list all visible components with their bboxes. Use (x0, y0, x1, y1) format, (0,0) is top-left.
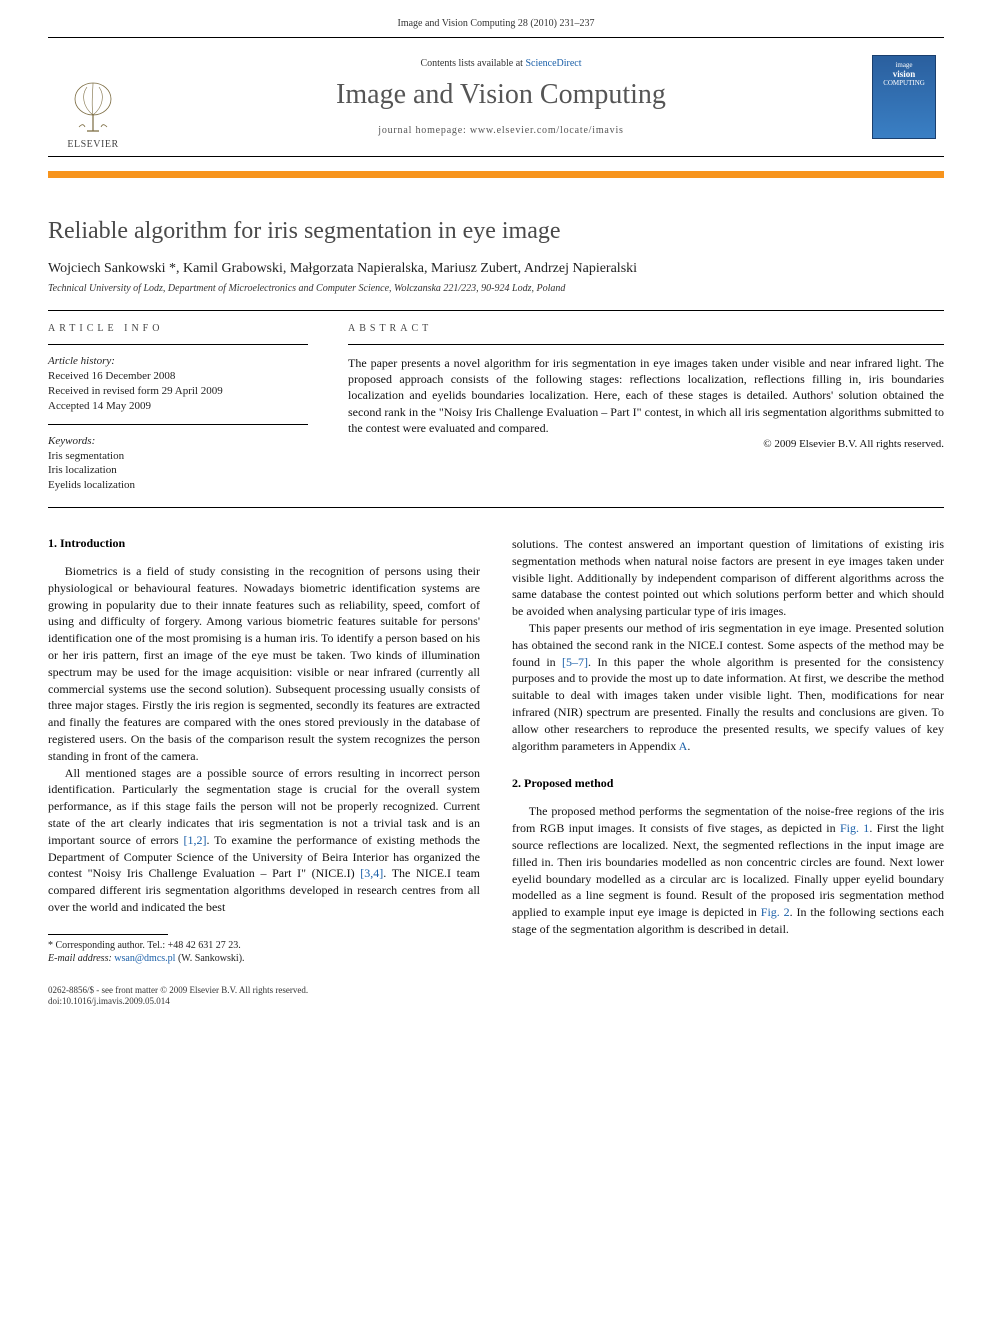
elsevier-tree-icon (63, 77, 123, 137)
homepage-url: www.elsevier.com/locate/imavis (470, 125, 624, 136)
paragraph: This paper presents our method of iris s… (512, 620, 944, 754)
abstract-heading: ABSTRACT (348, 323, 944, 334)
footnote-email: E-mail address: wsan@dmcs.pl (W. Sankows… (48, 952, 480, 965)
cover-block: image vision COMPUTING (864, 38, 944, 156)
affiliation: Technical University of Lodz, Department… (48, 283, 944, 294)
info-divider (48, 344, 308, 345)
ref-link[interactable]: [5–7] (562, 655, 588, 669)
info-heading: ARTICLE INFO (48, 323, 308, 334)
running-header: Image and Vision Computing 28 (2010) 231… (0, 0, 992, 37)
contents-line: Contents lists available at ScienceDirec… (420, 58, 581, 69)
abstract-text: The paper presents a novel algorithm for… (348, 355, 944, 436)
abstract-col: ABSTRACT The paper presents a novel algo… (348, 323, 944, 493)
ref-link[interactable]: [1,2] (183, 833, 206, 847)
publisher-label: ELSEVIER (67, 139, 118, 150)
paragraph: All mentioned stages are a possible sour… (48, 765, 480, 916)
divider (48, 310, 944, 311)
abstract-copyright: © 2009 Elsevier B.V. All rights reserved… (348, 438, 944, 450)
info-divider (48, 424, 308, 425)
left-column: 1. Introduction Biometrics is a field of… (48, 536, 480, 965)
paragraph: The proposed method performs the segment… (512, 803, 944, 937)
section-heading: 2. Proposed method (512, 776, 944, 791)
keywords-label: Keywords: (48, 435, 308, 447)
full-divider (48, 507, 944, 508)
sciencedirect-link[interactable]: ScienceDirect (525, 58, 581, 69)
body-columns: 1. Introduction Biometrics is a field of… (48, 536, 944, 965)
front-matter-line: 0262-8856/$ - see front matter © 2009 El… (48, 985, 944, 997)
accent-bar (48, 171, 944, 178)
keyword: Iris segmentation (48, 449, 308, 464)
paragraph: Biometrics is a field of study consistin… (48, 563, 480, 765)
footnote-corr: * Corresponding author. Tel.: +48 42 631… (48, 939, 480, 952)
ref-link[interactable]: [3,4] (360, 866, 383, 880)
fig-link[interactable]: Fig. 2 (761, 905, 790, 919)
keyword: Iris localization (48, 463, 308, 478)
section-heading: 1. Introduction (48, 536, 480, 551)
history-received: Received 16 December 2008 (48, 369, 308, 384)
fig-link[interactable]: Fig. 1 (840, 821, 869, 835)
right-column: solutions. The contest answered an impor… (512, 536, 944, 965)
doi-line: doi:10.1016/j.imavis.2009.05.014 (48, 996, 944, 1008)
abstract-divider (348, 344, 944, 345)
history-accepted: Accepted 14 May 2009 (48, 399, 308, 414)
article-title: Reliable algorithm for iris segmentation… (48, 218, 944, 245)
footnote-rule (48, 934, 168, 935)
homepage-line: journal homepage: www.elsevier.com/locat… (378, 125, 623, 136)
paragraph: solutions. The contest answered an impor… (512, 536, 944, 620)
journal-banner: ELSEVIER Contents lists available at Sci… (48, 37, 944, 157)
banner-center: Contents lists available at ScienceDirec… (138, 38, 864, 156)
journal-name: Image and Vision Computing (336, 79, 666, 111)
journal-cover-icon: image vision COMPUTING (872, 55, 936, 139)
article-info-col: ARTICLE INFO Article history: Received 1… (48, 323, 308, 493)
email-link[interactable]: wsan@dmcs.pl (114, 953, 175, 964)
history-label: Article history: (48, 355, 308, 367)
authors: Wojciech Sankowski *, Kamil Grabowski, M… (48, 261, 944, 277)
history-revised: Received in revised form 29 April 2009 (48, 384, 308, 399)
bottom-meta: 0262-8856/$ - see front matter © 2009 El… (48, 985, 944, 1008)
keyword: Eyelids localization (48, 478, 308, 493)
citation-text: Image and Vision Computing 28 (2010) 231… (398, 18, 595, 29)
publisher-block: ELSEVIER (48, 38, 138, 156)
ref-link[interactable]: A (679, 739, 688, 753)
info-abstract-row: ARTICLE INFO Article history: Received 1… (48, 323, 944, 493)
